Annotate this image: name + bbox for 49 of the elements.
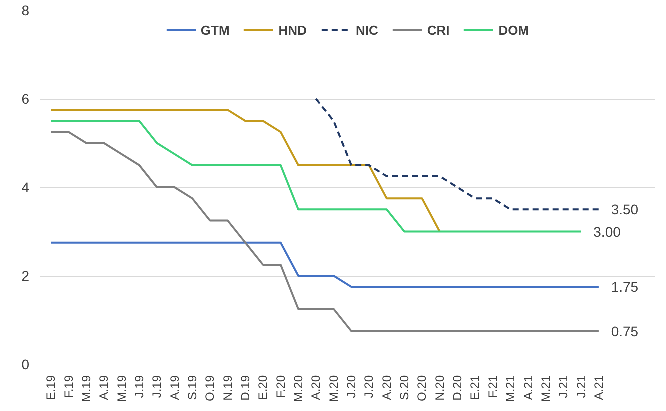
x-tick-label: E.19 (44, 375, 58, 400)
x-tick-label: F.20 (274, 375, 288, 398)
x-tick-label: J.19 (150, 375, 164, 398)
x-tick-label: A.20 (309, 375, 324, 400)
x-tick-label: M.21 (504, 375, 518, 402)
x-tick-label: E.20 (256, 375, 270, 400)
x-tick-label: M.20 (292, 375, 306, 402)
x-tick-label: D.19 (238, 375, 252, 401)
x-tick-label: M.19 (114, 375, 129, 402)
x-tick-label: D.20 (450, 375, 465, 401)
x-tick-label: J.21 (574, 375, 588, 398)
x-tick-label: A.19 (97, 375, 112, 400)
legend-label: HND (278, 22, 307, 38)
data-label: 3.00 (594, 224, 622, 240)
x-tick-label: J.21 (556, 375, 571, 398)
x-tick-label: A.21 (521, 375, 536, 400)
y-tick-label: 2 (22, 268, 30, 284)
data-label: 0.75 (611, 323, 639, 340)
x-tick-label: F.19 (62, 375, 76, 398)
legend-label: GTM (200, 22, 230, 38)
x-tick-label: O.20 (415, 375, 430, 402)
x-tick-label: S.20 (398, 375, 412, 400)
line-series (50, 109, 441, 233)
x-tick-label: A.19 (168, 375, 182, 400)
line-series (315, 98, 600, 211)
x-tick-label: S.19 (185, 375, 200, 400)
y-tick-label: 6 (22, 91, 30, 107)
data-label: 3.50 (611, 202, 639, 218)
x-tick-label: E.21 (468, 375, 482, 400)
x-tick-label: A.21 (592, 375, 606, 400)
legend-label: NIC (356, 22, 378, 38)
x-tick-label: N.20 (432, 375, 447, 401)
x-tick-label: J.20 (344, 375, 359, 398)
line-series (50, 120, 582, 233)
x-tick-label: J.20 (362, 375, 376, 398)
x-tick-label: F.21 (486, 375, 500, 398)
y-tick-label: 4 (22, 180, 30, 196)
x-tick-label: M.19 (79, 375, 94, 402)
x-tick-label: O.19 (203, 375, 218, 402)
y-tick-label: 0 (22, 356, 30, 372)
x-tick-label: A.20 (380, 375, 394, 400)
y-tick-label: 8 (22, 2, 30, 18)
x-tick-label: M.20 (326, 375, 341, 402)
x-tick-label: J.19 (132, 375, 146, 398)
data-label: 1.75 (611, 279, 639, 296)
x-tick-label: N.19 (220, 375, 235, 401)
legend-label: DOM (498, 22, 530, 38)
legend-label: CRI (427, 22, 450, 38)
x-tick-label: M.21 (538, 375, 553, 402)
